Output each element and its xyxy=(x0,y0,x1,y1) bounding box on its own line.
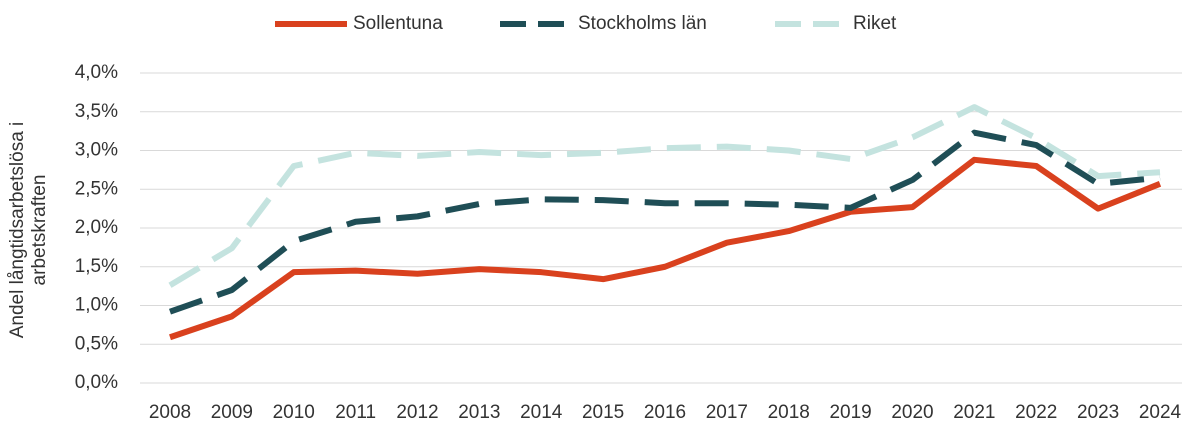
x-tick-label: 2019 xyxy=(829,402,871,423)
data-line xyxy=(169,129,1161,315)
y-tick-label: 1,0% xyxy=(75,295,118,316)
x-tick-label: 2022 xyxy=(1015,402,1057,423)
y-tick-label: 4,0% xyxy=(75,62,118,83)
x-tick-label: 2010 xyxy=(273,402,315,423)
y-tick-label: 3,0% xyxy=(75,140,118,161)
x-tick-label: 2023 xyxy=(1077,402,1119,423)
y-tick-label: 3,5% xyxy=(75,101,118,122)
x-tick-label: 2009 xyxy=(211,402,253,423)
legend-label: Stockholms län xyxy=(578,13,707,34)
legend-label: Sollentuna xyxy=(353,13,443,34)
y-axis-label: Andel långtidsarbetslösa i xyxy=(7,122,28,339)
x-tick-label: 2013 xyxy=(458,402,500,423)
y-axis-label: arbetskraften xyxy=(29,175,50,286)
y-tick-label: 0,0% xyxy=(75,372,118,393)
x-tick-label: 2014 xyxy=(520,402,563,423)
x-tick-label: 2008 xyxy=(149,402,191,423)
x-tick-label: 2011 xyxy=(335,402,376,423)
x-tick-label: 2021 xyxy=(953,402,995,423)
y-tick-label: 0,5% xyxy=(75,333,118,354)
x-tick-label: 2020 xyxy=(891,402,933,423)
y-tick-label: 2,0% xyxy=(75,217,118,238)
y-tick-label: 2,5% xyxy=(75,178,118,199)
x-tick-label: 2017 xyxy=(706,402,748,423)
x-tick-label: 2018 xyxy=(768,402,810,423)
data-line xyxy=(168,104,1161,288)
x-tick-label: 2016 xyxy=(644,402,686,423)
x-tick-label: 2015 xyxy=(582,402,624,423)
y-tick-label: 1,5% xyxy=(75,256,118,277)
x-tick-label: 2024 xyxy=(1139,402,1182,423)
legend-label: Riket xyxy=(853,13,897,34)
x-tick-label: 2012 xyxy=(396,402,438,423)
data-line xyxy=(169,156,1162,341)
